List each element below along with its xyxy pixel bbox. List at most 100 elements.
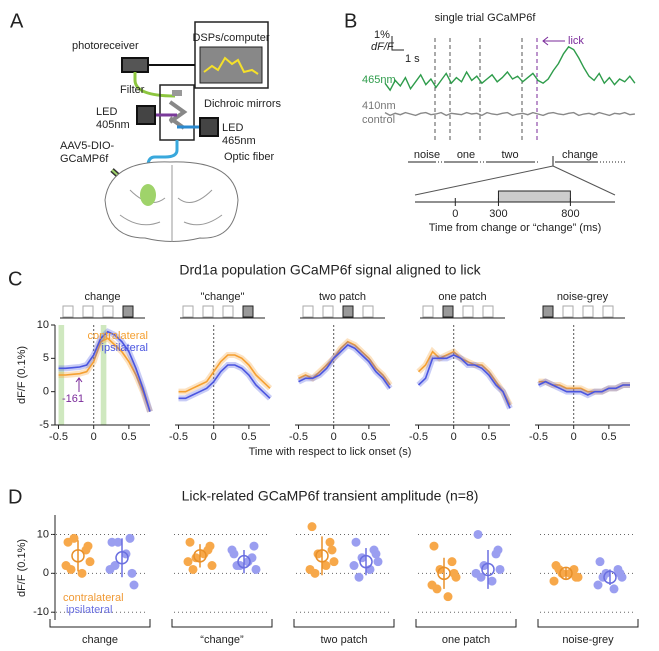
x-tick-label: 0.5 [241, 431, 256, 443]
bracket [49, 619, 151, 628]
epoch-label: noise [414, 149, 440, 161]
series-line [178, 354, 271, 393]
x-tick-label: 0.5 [601, 431, 616, 443]
x-tick-label: 0.5 [121, 431, 136, 443]
subplot-title: noise-grey [557, 291, 609, 303]
mean-marker [437, 566, 451, 581]
subplot-title: one patch [438, 291, 486, 303]
screen-trace [203, 56, 259, 75]
scale-label: 1 s [405, 53, 420, 65]
x-tick-label: 0 [451, 431, 457, 443]
band [178, 362, 273, 402]
schematic-box [582, 305, 594, 318]
point [495, 564, 505, 574]
schematic-box [222, 305, 234, 318]
x-tick-label: -0.5 [49, 431, 68, 443]
arrow [542, 36, 565, 46]
schematic-box [122, 305, 134, 318]
x-tick-label: 0 [571, 431, 577, 443]
series-line [178, 364, 271, 400]
channel-label: control [362, 114, 395, 126]
mean-marker [237, 554, 251, 569]
point [571, 572, 581, 582]
mean-marker [115, 551, 129, 565]
shaded-window [100, 325, 107, 425]
x-tick-label: 0 [331, 431, 337, 443]
trace [384, 45, 636, 92]
point [110, 561, 120, 571]
point [329, 557, 339, 567]
annotation: -161 [62, 393, 84, 405]
point [83, 541, 93, 551]
subplot-title: "change" [201, 291, 245, 303]
label: Optic fiber [224, 151, 274, 163]
photoreceiver [121, 57, 149, 73]
series-line [417, 354, 511, 409]
point [473, 529, 483, 539]
label: GCaMP6f [60, 153, 109, 165]
point [185, 537, 195, 547]
group-label: change [82, 634, 118, 646]
schematic-box [62, 305, 74, 318]
x-axis-label: Time with respect to lick onset (s) [249, 446, 412, 458]
computer [194, 21, 269, 89]
point [373, 557, 383, 567]
point [307, 522, 317, 532]
y-tick-label: 10 [37, 319, 49, 331]
label: Filter [120, 84, 145, 96]
schematic-box [82, 305, 94, 318]
point [476, 572, 486, 582]
y-tick-label: -10 [33, 606, 49, 618]
panel-label: A [10, 10, 24, 32]
panel-label: C [8, 268, 22, 290]
schematic-box [302, 305, 314, 318]
group-label: one patch [442, 634, 490, 646]
scale-bar [391, 36, 404, 51]
mean-marker [559, 566, 573, 581]
point [127, 568, 137, 578]
schematic-box [362, 305, 374, 318]
label: DSPs/computer [192, 32, 269, 44]
point [615, 568, 625, 578]
legend-label: ipsilateral [66, 604, 112, 616]
x-axis-label: Time from change or “change” (ms) [429, 222, 602, 234]
point [593, 580, 603, 590]
label: LED [96, 106, 117, 118]
legend-label: contralateral [87, 330, 148, 342]
title: single trial GCaMP6f [435, 12, 537, 24]
scale-label: 1% [374, 29, 390, 41]
label: Dichroic mirrors [204, 98, 282, 110]
y-axis-label: dF/F (0.1%) [16, 346, 28, 404]
epoch-label: two [501, 149, 518, 161]
panel-label: D [8, 486, 22, 508]
point [351, 537, 361, 547]
point [432, 584, 442, 594]
point [449, 568, 459, 578]
channel-label: 465nm [362, 74, 396, 86]
zoom-lines [414, 165, 616, 196]
schematic-box [542, 305, 554, 318]
y-tick-label: 10 [37, 528, 49, 540]
legend-label: contralateral [63, 592, 124, 604]
mean-marker [71, 549, 85, 563]
mean-marker [315, 549, 329, 563]
schematic-box [442, 305, 454, 318]
schematic-box [102, 305, 114, 318]
point [205, 541, 215, 551]
group-label: noise-grey [562, 634, 614, 646]
x-tick-label: 300 [489, 208, 507, 220]
mean-marker [603, 570, 617, 584]
x-tick-label: 0 [91, 431, 97, 443]
fiber-green [133, 72, 176, 98]
legend-label: ipsilateral [102, 342, 148, 354]
x-tick-label: 0 [211, 431, 217, 443]
lick-label: lick [568, 35, 584, 47]
schematic-box [422, 305, 434, 318]
point [249, 541, 259, 551]
subplot-title: two patch [319, 291, 366, 303]
trace [384, 111, 635, 117]
point [66, 564, 76, 574]
point [85, 557, 95, 567]
panel-label: B [344, 10, 357, 32]
schematic-box [202, 305, 214, 318]
